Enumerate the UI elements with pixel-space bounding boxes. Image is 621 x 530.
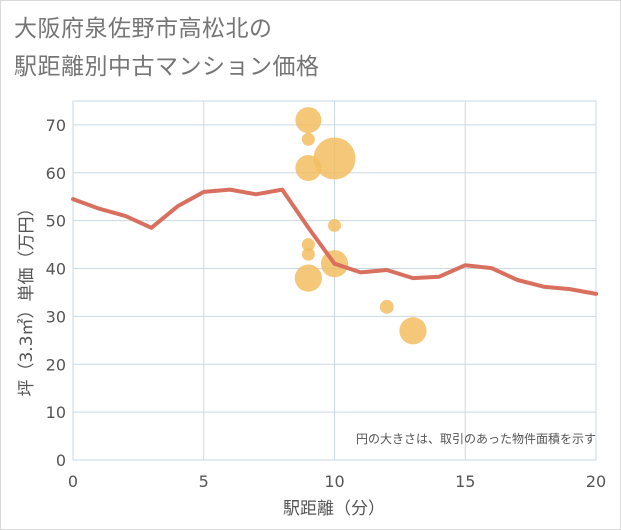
bubble-point [301, 132, 315, 146]
y-tick-label: 0 [56, 451, 66, 470]
x-axis-label: 駅距離（分） [283, 499, 385, 519]
bubble-point [295, 107, 322, 134]
y-tick-label: 40 [46, 260, 66, 279]
bubble-point [328, 218, 341, 232]
x-tick-label: 20 [586, 472, 606, 491]
x-tick-label: 0 [68, 472, 78, 491]
chart-title: 大阪府泉佐野市高松北の 駅距離別中古マンション価格 [14, 10, 320, 86]
y-tick-label: 60 [46, 164, 66, 183]
x-tick-label: 10 [324, 472, 344, 491]
chart-title-line1: 大阪府泉佐野市高松北の [14, 16, 273, 42]
y-tick-label: 70 [46, 116, 66, 135]
price-line-series [71, 187, 598, 296]
price-line [71, 187, 598, 296]
bubble-point [294, 264, 322, 292]
bubble-size-note: 円の大きさは、取引のあった物件面積を示す [356, 431, 596, 446]
y-axis-ticks: 0 10 20 30 40 50 60 70 [46, 116, 66, 470]
bubble-point [301, 247, 315, 261]
y-axis-label: 坪（3.3㎡）単価（万円） [17, 199, 37, 396]
y-tick-label: 10 [46, 403, 66, 422]
x-axis-ticks: 0 5 10 15 20 [68, 472, 606, 491]
y-tick-label: 50 [46, 212, 66, 231]
y-tick-label: 30 [46, 307, 66, 326]
y-tick-label: 20 [46, 355, 66, 374]
bubble-point [399, 317, 427, 345]
bubble-point [379, 299, 394, 314]
x-tick-label: 5 [199, 472, 209, 491]
bubble-series [294, 107, 427, 345]
bubble-point [313, 137, 356, 180]
bubble-point [301, 238, 315, 252]
x-tick-label: 15 [455, 472, 475, 491]
chart-title-line2: 駅距離別中古マンション価格 [14, 54, 320, 80]
